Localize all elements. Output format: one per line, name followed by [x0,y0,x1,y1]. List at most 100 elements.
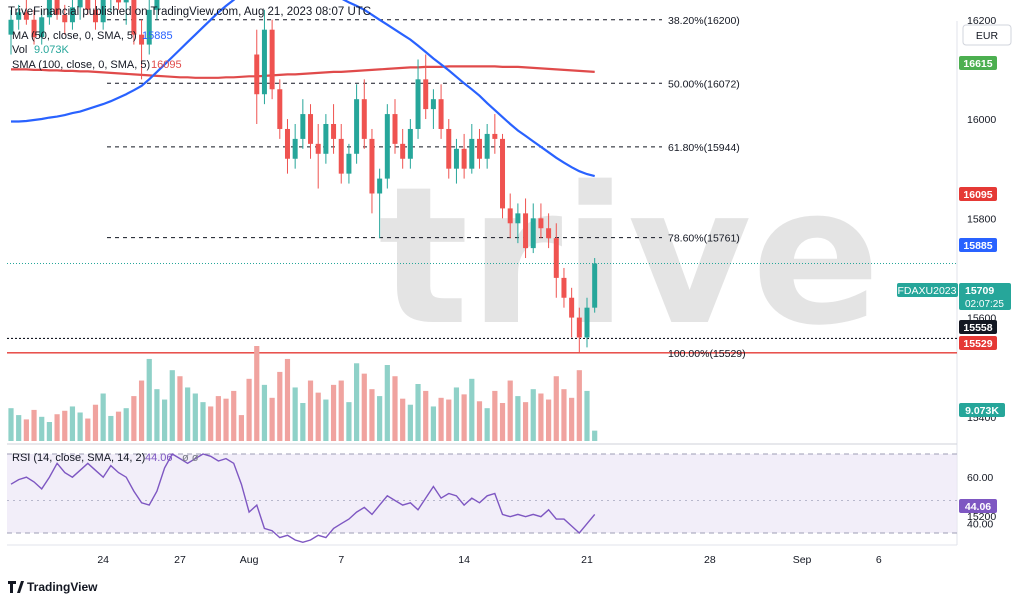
volume-bar [300,403,306,441]
legend-vol-label[interactable]: Vol [12,44,27,56]
candle-body[interactable] [538,218,544,229]
candle-body[interactable] [430,99,436,110]
volume-bar [246,378,252,441]
price-pane[interactable] [7,21,957,445]
candle-body[interactable] [77,0,83,8]
candle-body[interactable] [46,0,52,18]
candle-body[interactable] [254,54,260,95]
volume-bar [177,376,183,441]
legend-rsi[interactable]: RSI (14, close, SMA, 14, 2) 44.06 ø ø [12,452,199,464]
candle-body[interactable] [584,307,590,338]
legend-rsi-hidden-icon[interactable]: ø ø [182,452,199,464]
candle-body[interactable] [369,138,375,194]
candle-body[interactable] [438,99,444,129]
candle-body[interactable] [331,124,337,139]
candle-body[interactable] [515,213,521,224]
candle-body[interactable] [415,79,421,129]
candle-body[interactable] [277,89,283,129]
candle-body[interactable] [377,178,383,194]
candle-body[interactable] [476,138,482,159]
candle-body[interactable] [592,263,598,308]
candle-body[interactable] [507,208,513,224]
candle-body[interactable] [123,0,129,3]
volume-bar [115,411,122,441]
candle-body[interactable] [8,19,14,35]
candle-body[interactable] [92,9,98,23]
candle-body[interactable] [492,133,498,139]
candle-body[interactable] [131,0,137,35]
candle-body[interactable] [62,14,68,23]
legend-sma100[interactable]: SMA (100, close, 0, SMA, 5) 16095 [12,59,182,71]
candle-body[interactable] [154,0,160,10]
currency-button[interactable]: EUR [962,24,1012,46]
candle-body[interactable] [39,17,45,38]
candle-body[interactable] [423,79,429,110]
candle-body[interactable] [553,238,559,278]
volume-bar [46,422,52,441]
legend-ma50-label[interactable]: MA (50, close, 0, SMA, 5) [12,30,137,42]
candle-body[interactable] [561,277,567,298]
candle-body[interactable] [323,124,329,154]
candle-body[interactable] [569,297,575,318]
candlesticks[interactable] [8,0,598,353]
candle-body[interactable] [315,143,321,154]
bar-countdown: 02:07:25 [965,299,1004,310]
candle-body[interactable] [85,0,91,10]
candle-body[interactable] [100,0,106,23]
candle-body[interactable] [484,133,490,159]
volume-bar [354,363,360,441]
candle-body[interactable] [446,128,452,169]
sma100-line [11,65,595,79]
candle-body[interactable] [523,213,529,249]
candle-body[interactable] [284,128,290,159]
legend-vol[interactable]: Vol 9.073K [12,44,70,56]
volume-bar [499,403,506,441]
candle-body[interactable] [453,148,459,169]
currency-button-frame[interactable] [962,24,1012,46]
candle-body[interactable] [16,12,22,20]
candle-body[interactable] [31,19,37,38]
legend-rsi-label[interactable]: RSI (14, close, SMA, 14, 2) [12,452,145,464]
volume-bar [561,389,567,441]
candle-body[interactable] [361,99,367,139]
candle-body[interactable] [400,143,406,159]
tradingview-logo[interactable]: TradingView [8,580,98,594]
volume-bar [515,396,521,441]
candle-body[interactable] [546,228,552,239]
candle-body[interactable] [392,114,398,144]
candle-body[interactable] [261,29,267,95]
volume-bar [323,399,329,441]
rsi-axis[interactable]: 60.00 40.00 [967,472,993,530]
candle-body[interactable] [139,34,145,45]
candle-body[interactable] [146,9,152,45]
candle-body[interactable] [338,138,344,174]
candle-body[interactable] [576,317,582,338]
volume-bar [269,397,275,441]
legend-ma50[interactable]: MA (50, close, 0, SMA, 5) 15885 [12,30,173,42]
time-axis[interactable]: 24 27 Aug 7 14 21 28 Sep 6 [97,554,882,566]
moving-averages [11,0,595,178]
candle-body[interactable] [269,29,275,90]
candle-body[interactable] [407,128,413,159]
candle-body[interactable] [300,114,306,139]
legend-vol-value: 9.073K [34,44,70,56]
candle-body[interactable] [54,0,60,15]
candle-body[interactable] [500,138,506,209]
candle-body[interactable] [23,12,29,20]
candle-body[interactable] [69,7,75,23]
volume-bar [369,389,375,441]
candle-body[interactable] [469,138,475,169]
candle-body[interactable] [384,114,390,179]
candle-body[interactable] [346,153,352,174]
currency-label[interactable]: EUR [976,30,999,42]
candle-body[interactable] [461,148,467,169]
candle-body[interactable] [530,218,536,249]
candle-body[interactable] [116,0,122,3]
legend-sma100-label[interactable]: SMA (100, close, 0, SMA, 5) [12,59,150,71]
candle-body[interactable] [292,138,298,159]
fib0-tag-bg [959,56,997,70]
candle-body[interactable] [308,114,314,144]
fib-label-3: 50.00%(16072) [668,78,740,90]
candle-body[interactable] [354,99,360,154]
